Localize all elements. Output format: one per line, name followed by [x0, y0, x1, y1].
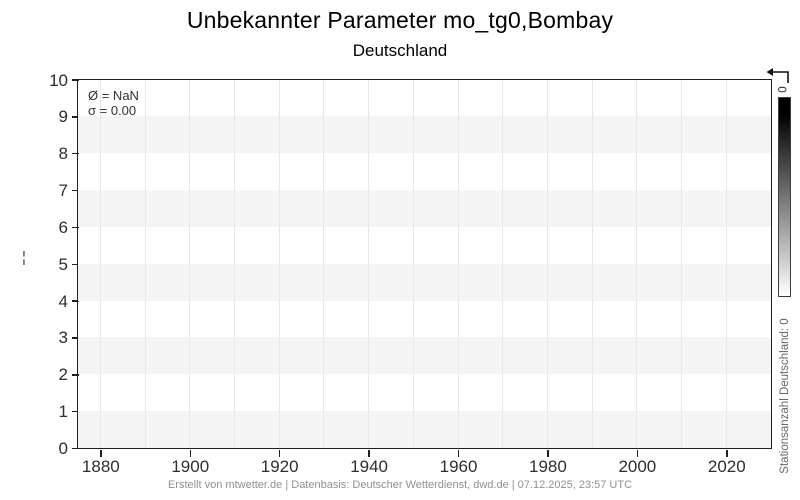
vertical-gridline	[502, 79, 504, 448]
vertical-gridline	[233, 79, 235, 448]
chart-title: Unbekannter Parameter mo_tg0,Bombay	[186, 7, 614, 33]
x-tick-label: 1880	[81, 457, 120, 476]
vertical-gridline	[591, 79, 593, 448]
y-tick-label: 1	[58, 402, 68, 422]
x-axis-tick	[368, 450, 370, 457]
y-tick-label: 8	[58, 144, 68, 164]
y-tick-label: 7	[58, 181, 68, 201]
y-axis-tick	[71, 226, 79, 229]
vertical-gridline	[412, 79, 414, 448]
shaded-band	[78, 263, 771, 301]
colorbar-top-tick-label: 0	[777, 86, 790, 93]
x-tick-label: 2000	[618, 457, 657, 476]
x-tick-label: 1940	[350, 457, 389, 476]
vertical-gridline	[189, 79, 191, 448]
x-axis-tick	[726, 450, 728, 457]
colorbar-overflow-arrow-icon	[766, 68, 789, 83]
shaded-band	[78, 190, 771, 227]
stats-annotation: Ø = NaN σ = 0.00	[88, 88, 139, 119]
y-axis-tick	[71, 447, 79, 450]
shaded-band	[78, 337, 771, 375]
x-tick-label: 2020	[707, 457, 746, 476]
y-tick-label: 10	[49, 70, 68, 90]
y-axis-tick	[71, 116, 79, 118]
y-tick-label: 6	[58, 217, 68, 237]
colorbar-axis-label: Stationsanzahl Deutschland: 0	[779, 318, 791, 474]
y-axis-label: ¦	[22, 249, 26, 266]
x-axis-tick	[547, 450, 549, 457]
y-axis-tick	[71, 152, 79, 155]
y-axis-tick	[71, 189, 79, 192]
x-tick-label: 1900	[171, 457, 210, 476]
vertical-gridline	[99, 79, 101, 448]
y-axis-tick	[71, 300, 79, 302]
y-tick-label: 4	[58, 291, 68, 311]
x-tick-label: 1920	[260, 457, 299, 476]
y-tick-label: 3	[58, 328, 68, 348]
vertical-gridline	[725, 79, 727, 448]
x-axis-tick	[189, 450, 192, 457]
colorbar-gradient	[778, 97, 791, 297]
sigma-value: σ = 0.00	[88, 103, 137, 118]
vertical-gridline	[278, 79, 280, 448]
x-tick-label: 1960	[439, 457, 478, 476]
vertical-gridline	[457, 79, 459, 448]
vertical-gridline	[681, 79, 683, 448]
y-tick-label: 5	[58, 254, 68, 274]
y-tick-label: 2	[58, 365, 68, 385]
plot-area: Ø = NaN σ = 0.00	[77, 78, 772, 449]
x-tick-label: 1980	[529, 457, 567, 476]
vertical-gridline	[546, 79, 548, 448]
x-axis-tick	[278, 450, 281, 457]
y-axis-tick	[71, 374, 79, 376]
mean-value: Ø = NaN	[88, 87, 139, 103]
y-tick-label: 0	[58, 439, 68, 458]
vertical-gridline	[636, 79, 638, 448]
y-tick-label: 9	[58, 107, 68, 127]
x-axis-tick	[636, 450, 639, 457]
chart-subtitle: Deutschland	[352, 41, 448, 60]
y-axis-tick	[71, 410, 79, 413]
vertical-gridline	[368, 79, 370, 448]
shaded-band	[78, 411, 771, 448]
x-axis-tick	[457, 450, 460, 457]
y-axis-tick	[71, 263, 79, 265]
footer-credit: Erstellt von mtwetter.de | Datenbasis: D…	[167, 479, 633, 491]
y-axis-tick	[71, 337, 79, 339]
vertical-gridline	[323, 79, 325, 448]
vertical-gridline	[144, 79, 146, 448]
shaded-band	[78, 116, 771, 154]
y-axis-tick	[71, 79, 79, 81]
x-axis-tick	[100, 450, 102, 457]
